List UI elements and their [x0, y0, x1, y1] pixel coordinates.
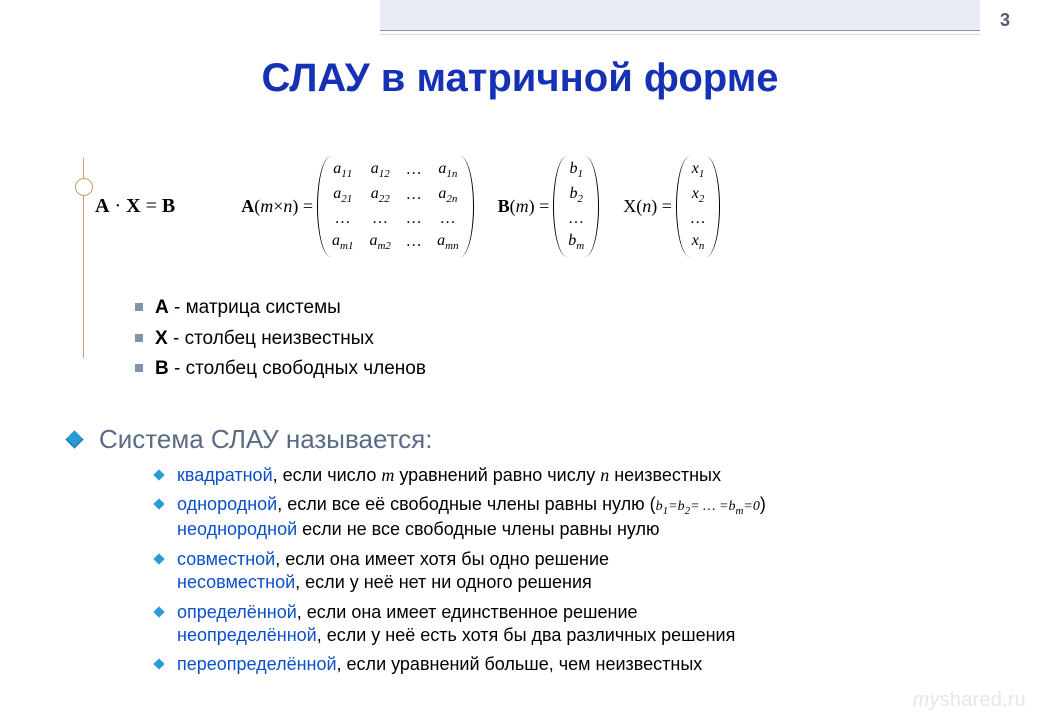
mini-diamond-icon — [153, 469, 164, 480]
definition-item: совместной, если она имеет хотя бы одно … — [155, 548, 1000, 595]
square-bullet-icon — [135, 334, 143, 342]
slide-title: СЛАУ в матричной форме — [0, 56, 1040, 101]
definition-text: переопределённой, если уравнений больше,… — [177, 653, 702, 676]
legend-text: X - столбец неизвестных — [155, 325, 374, 354]
mini-diamond-icon — [153, 659, 164, 670]
legend-item: A - матрица системы — [135, 294, 426, 323]
definition-text: однородной, если все её свободные члены … — [177, 493, 766, 541]
matrix-X: X(n) = x1x2…xn — [623, 156, 720, 257]
definition-item: определённой, если она имеет единственно… — [155, 601, 1000, 648]
watermark-prefix: my — [913, 689, 940, 711]
legend-item: B - столбец свободных членов — [135, 355, 426, 384]
matrix-A-body: a11a12…a1na21a22…a2n…………am1am2…amn — [317, 156, 474, 257]
matrix-X-body: x1x2…xn — [676, 156, 720, 257]
mini-diamond-icon — [153, 553, 164, 564]
mini-diamond-icon — [153, 499, 164, 510]
page-number: 3 — [1000, 10, 1010, 31]
mini-diamond-icon — [153, 606, 164, 617]
definition-text: определённой, если она имеет единственно… — [177, 601, 735, 648]
definition-item: квадратной, если число m уравнений равно… — [155, 464, 1000, 487]
matrix-B: B(m) = b1b2…bm — [498, 156, 600, 257]
equation-lead: A · X = B — [95, 195, 175, 218]
definition-item: однородной, если все её свободные члены … — [155, 493, 1000, 541]
equation-row: A · X = B A(m×n) = a11a12…a1na21a22…a2n…… — [95, 156, 1020, 257]
legend-text: B - столбец свободных членов — [155, 355, 426, 384]
matrix-B-body: b1b2…bm — [553, 156, 599, 257]
definition-list: квадратной, если число m уравнений равно… — [155, 464, 1000, 683]
section-heading: Система СЛАУ называется: — [68, 424, 432, 455]
matrix-A: A(m×n) = a11a12…a1na21a22…a2n…………am1am2…… — [241, 156, 473, 257]
definition-text: совместной, если она имеет хотя бы одно … — [177, 548, 609, 595]
square-bullet-icon — [135, 303, 143, 311]
legend-text: A - матрица системы — [155, 294, 341, 323]
header-rule-dark — [380, 30, 980, 31]
diamond-bullet-icon — [65, 430, 83, 448]
watermark: myshared.ru — [913, 689, 1026, 712]
header-rule-light — [380, 34, 980, 35]
matrix-A-label: A(m×n) = — [241, 196, 313, 217]
matrix-X-label: X(n) = — [623, 196, 672, 217]
watermark-suffix: shared.ru — [940, 689, 1026, 711]
legend-list: A - матрица системыX - столбец неизвестн… — [135, 294, 426, 386]
side-accent-knob — [75, 178, 93, 196]
section-heading-text: Система СЛАУ называется: — [99, 424, 432, 455]
definition-text: квадратной, если число m уравнений равно… — [177, 464, 721, 487]
header-band — [380, 0, 980, 30]
legend-item: X - столбец неизвестных — [135, 325, 426, 354]
square-bullet-icon — [135, 364, 143, 372]
definition-item: переопределённой, если уравнений больше,… — [155, 653, 1000, 676]
matrix-B-label: B(m) = — [498, 196, 550, 217]
